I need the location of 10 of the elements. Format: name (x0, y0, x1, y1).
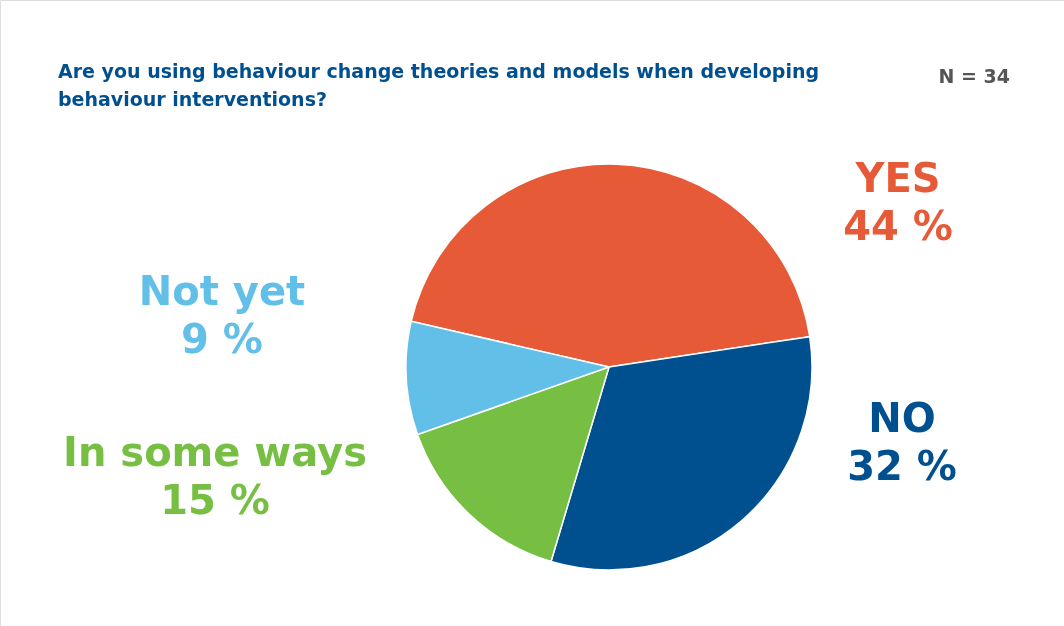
data-label: 32 % (847, 443, 957, 489)
slice-label: Not yet (138, 268, 306, 314)
slice-label: YES (854, 155, 941, 201)
data-label: 15 % (160, 477, 270, 523)
text: N = 34 (938, 65, 1010, 87)
slice-label: NO (868, 395, 936, 441)
data-label: 44 % (843, 203, 953, 249)
slice-label: In some ways (63, 429, 367, 475)
data-label: 9 % (181, 316, 263, 362)
chart-title: Are you using behaviour change theories and models when developing behaviour interventions? (58, 60, 820, 110)
